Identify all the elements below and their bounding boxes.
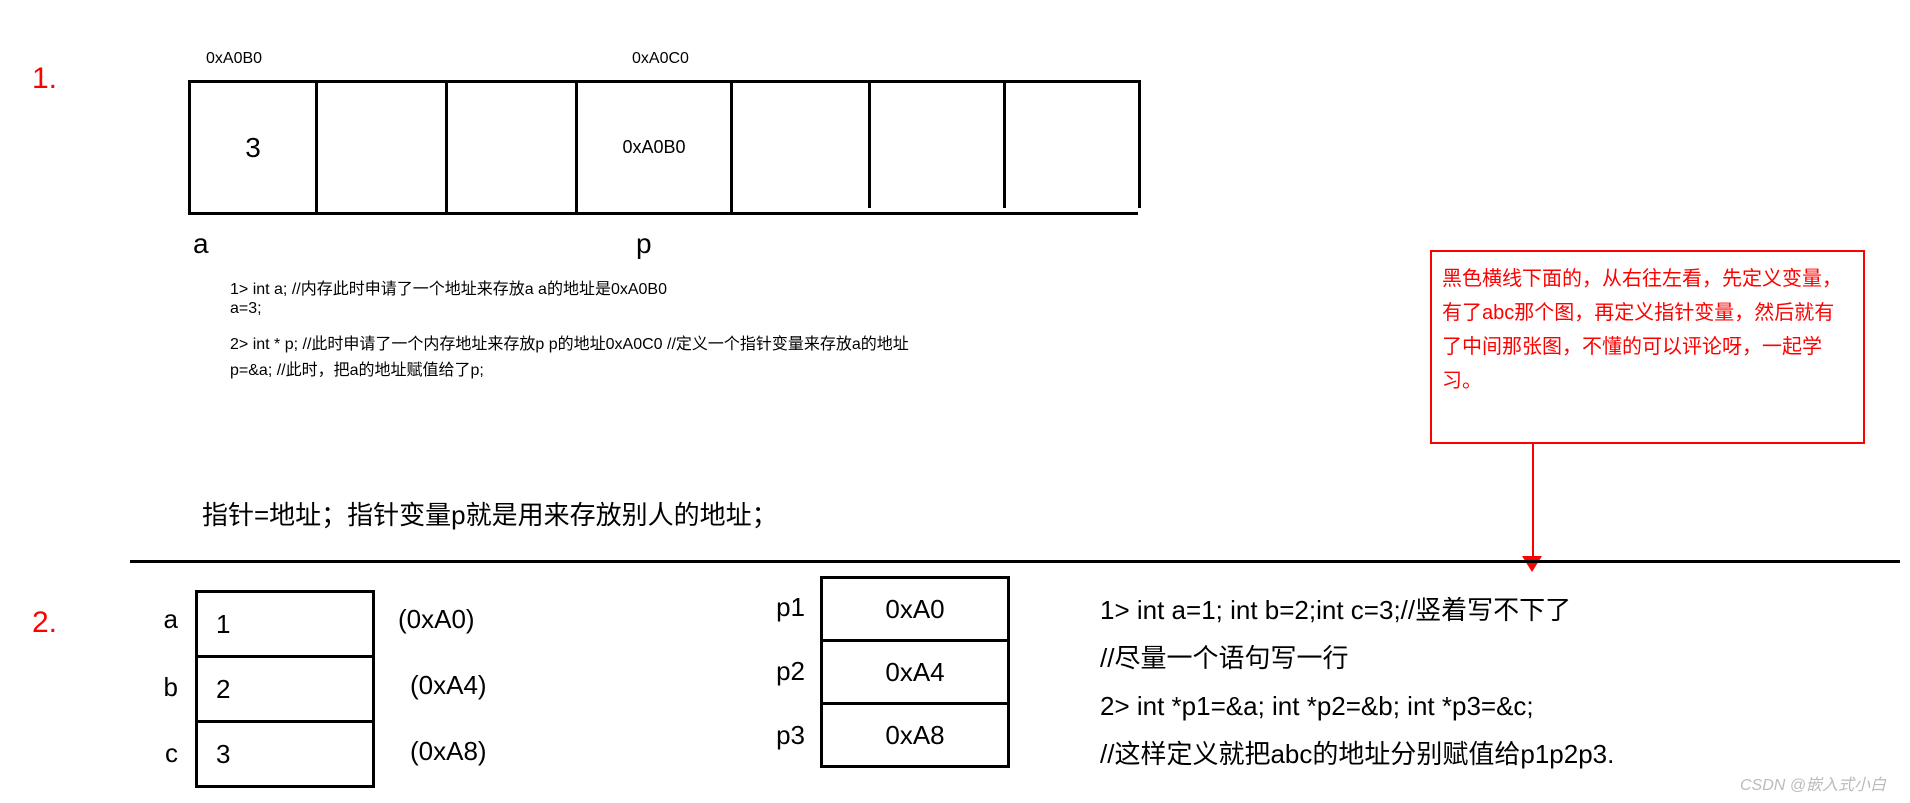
mem-cell-p: 0xA0B0 bbox=[578, 80, 733, 215]
code-line-4: p=&a; //此时，把a的地址赋值给了p; bbox=[230, 356, 484, 380]
explanation-box: 黑色横线下面的，从右往左看，先定义变量，有了abc那个图，再定义指针变量，然后就… bbox=[1430, 250, 1865, 444]
label-a: a bbox=[193, 228, 209, 260]
watermark: CSDN @嵌入式小白 bbox=[1740, 771, 1886, 795]
var-a-cell: 1 bbox=[195, 590, 375, 658]
mem-cell-2 bbox=[448, 80, 578, 215]
mem-cell-a: 3 bbox=[188, 80, 318, 215]
section-2-number: 2. bbox=[32, 606, 57, 640]
mem-cell-6 bbox=[1003, 80, 1138, 215]
var-a-label: a bbox=[140, 604, 178, 635]
mem-cell-1 bbox=[318, 80, 448, 215]
mem-cell-p-value: 0xA0B0 bbox=[622, 137, 685, 158]
addr-top-p: 0xA0C0 bbox=[632, 50, 689, 68]
var-a-addr: (0xA0) bbox=[398, 604, 475, 635]
arrow-stem bbox=[1532, 444, 1534, 556]
mem-cell-a-value: 3 bbox=[245, 132, 261, 164]
var-b-value: 2 bbox=[216, 674, 230, 705]
ptr-p1-value: 0xA0 bbox=[885, 594, 944, 625]
var-c-label: c bbox=[140, 738, 178, 769]
ptr-p2-value: 0xA4 bbox=[885, 657, 944, 688]
ptr-p2-label: p2 bbox=[755, 656, 805, 687]
var-b-label: b bbox=[140, 672, 178, 703]
ptr-p1-label: p1 bbox=[755, 592, 805, 623]
var-c-cell: 3 bbox=[195, 720, 375, 788]
var-c-value: 3 bbox=[216, 739, 230, 770]
s2-code-line-3: 2> int *p1=&a; int *p2=&b; int *p3=&c; bbox=[1100, 682, 1890, 730]
ptr-p2-cell: 0xA4 bbox=[820, 639, 1010, 705]
var-b-cell: 2 bbox=[195, 655, 375, 723]
section2-code: 1> int a=1; int b=2;int c=3;//竖着写不下了 //尽… bbox=[1100, 586, 1890, 778]
mem-cell-4 bbox=[733, 80, 868, 215]
label-p: p bbox=[636, 228, 652, 260]
code-line-3: 2> int * p; //此时申请了一个内存地址来存放p p的地址0xA0C0… bbox=[230, 330, 909, 354]
var-b-addr: (0xA4) bbox=[410, 670, 487, 701]
mem-cell-5 bbox=[868, 80, 1003, 215]
summary-text: 指针=地址；指针变量p就是用来存放别人的地址； bbox=[202, 495, 778, 532]
var-c-addr: (0xA8) bbox=[410, 736, 487, 767]
s2-code-line-2: //尽量一个语句写一行 bbox=[1100, 634, 1890, 682]
code-line-2: a=3; bbox=[230, 300, 262, 318]
divider-line bbox=[130, 560, 1900, 563]
arrow-head-icon bbox=[1522, 556, 1542, 572]
addr-top-a: 0xA0B0 bbox=[206, 50, 262, 68]
ptr-p3-label: p3 bbox=[755, 720, 805, 751]
explanation-text: 黑色横线下面的，从右往左看，先定义变量，有了abc那个图，再定义指针变量，然后就… bbox=[1442, 268, 1842, 392]
code-line-1: 1> int a; //内存此时申请了一个地址来存放a a的地址是0xA0B0 bbox=[230, 275, 667, 299]
ptr-p3-value: 0xA8 bbox=[885, 720, 944, 751]
memory-row: 3 0xA0B0 bbox=[188, 80, 1138, 215]
ptr-p3-cell: 0xA8 bbox=[820, 702, 1010, 768]
section-1-number: 1. bbox=[32, 62, 57, 96]
var-a-value: 1 bbox=[216, 609, 230, 640]
s2-code-line-1: 1> int a=1; int b=2;int c=3;//竖着写不下了 bbox=[1100, 586, 1890, 634]
ptr-p1-cell: 0xA0 bbox=[820, 576, 1010, 642]
